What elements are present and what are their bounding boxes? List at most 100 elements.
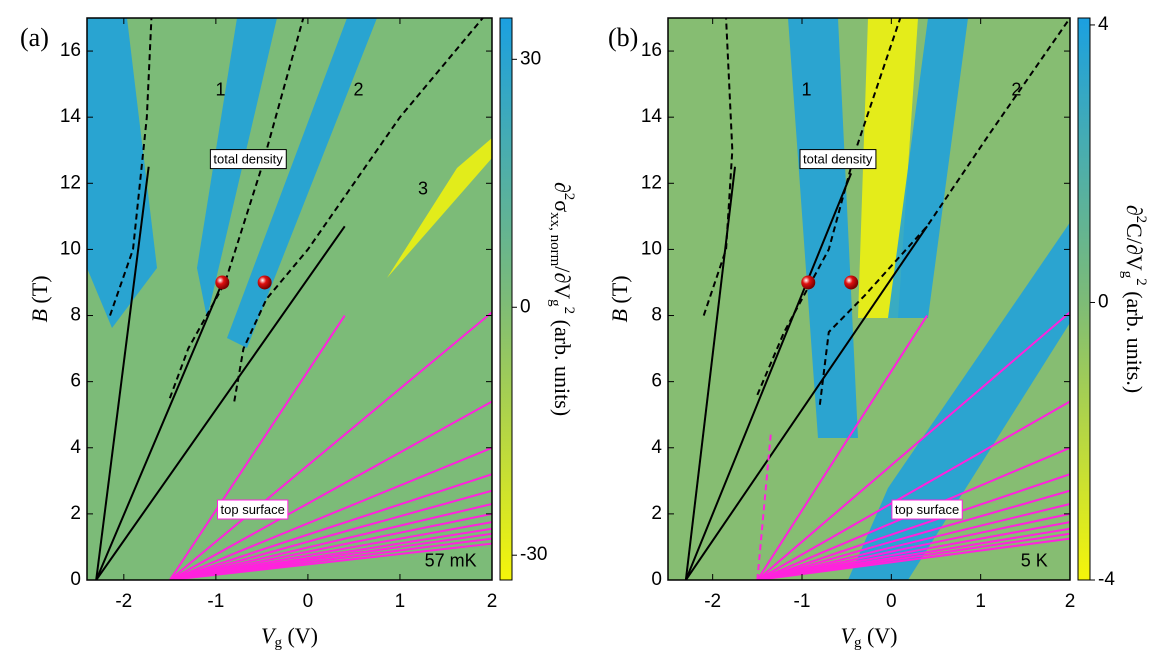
heatmap-texture — [848, 222, 1070, 580]
colorbar-label-part: (arb. units) — [550, 314, 575, 416]
fan-line — [757, 473, 1070, 580]
y-tick-label: 14 — [641, 106, 663, 127]
colorbar-label-part: ∂ — [550, 182, 575, 193]
y-tick-label: 6 — [70, 371, 81, 392]
y-tick-label: 10 — [641, 238, 662, 259]
y-tick-label: 0 — [651, 569, 662, 590]
y-tick-label: 16 — [60, 40, 81, 61]
colorbar — [499, 17, 513, 581]
fan-line — [233, 18, 484, 402]
fan-line — [756, 400, 1070, 580]
heatmap-texture — [788, 18, 858, 438]
colorbar-label-part: xx, norm — [547, 212, 563, 266]
x-axis-label: Vg (V) — [261, 623, 318, 651]
x-tick-label: -1 — [207, 591, 224, 612]
annotation: 1 — [215, 79, 225, 99]
x-tick-label: 1 — [395, 591, 406, 612]
y-axis-unit: (T) — [607, 275, 632, 309]
x-tick-label: 0 — [886, 591, 897, 612]
fan-line — [684, 172, 853, 580]
annotation-box — [891, 499, 963, 520]
y-tick-label: 6 — [651, 371, 662, 392]
fan-line — [756, 314, 928, 580]
heatmap-texture — [227, 18, 377, 348]
heatmap-texture — [87, 18, 157, 328]
fan-line — [757, 512, 1070, 580]
point — [257, 275, 272, 290]
y-axis-label: B (T) — [27, 275, 52, 322]
fan-line — [757, 537, 1070, 580]
annotation: top surface — [895, 502, 959, 517]
x-axis-unit: (V) — [861, 623, 897, 648]
annotation: 57 mK — [425, 551, 477, 571]
x-axis-subscript: g — [854, 635, 862, 651]
fan-line — [757, 489, 1070, 580]
x-tick-label: -1 — [794, 591, 811, 612]
colorbar-label-part: ∂ — [1122, 205, 1147, 216]
colorbar-label-part: /∂V — [550, 266, 575, 299]
x-tick-label: 2 — [1065, 591, 1076, 612]
fan-line — [756, 434, 772, 580]
x-axis-subscript: g — [274, 635, 282, 651]
annotation: total density — [803, 152, 873, 167]
plot-frame — [86, 17, 493, 581]
colorbar-label-part: (arb. units.) — [1122, 286, 1147, 394]
colorbar-label-part: g — [1119, 271, 1135, 279]
y-tick-label: 12 — [641, 172, 662, 193]
y-axis-symbol: B — [27, 309, 52, 322]
point — [844, 275, 859, 290]
colorbar-tick-label: 30 — [520, 48, 541, 69]
colorbar-label: ∂2σxx, norm/∂Vg2 (arb. units) — [547, 182, 577, 416]
fan-line — [169, 473, 492, 580]
heatmap-background — [87, 18, 492, 580]
annotation: 5 K — [1021, 551, 1048, 571]
fan-line — [168, 18, 305, 399]
x-tick-label: -2 — [115, 591, 132, 612]
colorbar-label-part: C/∂V — [1122, 223, 1147, 271]
x-axis-unit: (V) — [282, 623, 318, 648]
fan-line — [169, 311, 492, 580]
annotation: total density — [213, 152, 283, 167]
colorbar-tick-label: 0 — [520, 296, 531, 317]
fan-line — [756, 18, 902, 396]
fan-line — [685, 225, 928, 580]
fan-line — [756, 311, 1070, 580]
y-tick-label: 16 — [641, 40, 662, 61]
colorbar-label-part: g — [547, 299, 563, 307]
panel-label: (b) — [608, 23, 638, 52]
x-axis-symbol: V — [841, 623, 857, 648]
colorbar-label-part: 2 — [561, 193, 577, 201]
y-tick-label: 12 — [60, 172, 81, 193]
x-tick-label: 1 — [975, 591, 986, 612]
colorbar-label: ∂2C/∂Vg2 (arb. units.) — [1119, 205, 1149, 393]
fan-line — [169, 542, 492, 580]
y-tick-label: 2 — [70, 503, 81, 524]
y-tick-label: 8 — [70, 305, 81, 326]
fan-line — [169, 502, 492, 580]
fan-line — [818, 18, 1070, 405]
annotation-box — [209, 149, 287, 170]
fan-line — [169, 489, 492, 580]
x-tick-label: -2 — [704, 591, 721, 612]
annotation-box — [217, 499, 289, 520]
colorbar-tick-label: -30 — [520, 544, 547, 565]
colorbar-tick-label: 0 — [1098, 291, 1109, 312]
plot-area — [684, 18, 1070, 580]
x-axis-symbol: V — [261, 623, 277, 648]
x-tick-label: 2 — [487, 591, 498, 612]
heatmap-texture — [387, 138, 492, 278]
colorbar — [1077, 17, 1091, 581]
plot-frame — [667, 17, 1071, 581]
y-tick-label: 2 — [651, 503, 662, 524]
y-axis-symbol: B — [607, 309, 632, 322]
y-tick-label: 8 — [651, 305, 662, 326]
panel-label: (a) — [20, 23, 49, 52]
fan-line — [95, 166, 150, 580]
fan-line — [169, 446, 492, 580]
colorbar-label-part: 2 — [561, 307, 577, 315]
point — [801, 275, 816, 290]
fan-line — [95, 282, 224, 580]
x-tick-label: 0 — [303, 591, 314, 612]
colorbar-tick-label: -4 — [1098, 569, 1115, 590]
